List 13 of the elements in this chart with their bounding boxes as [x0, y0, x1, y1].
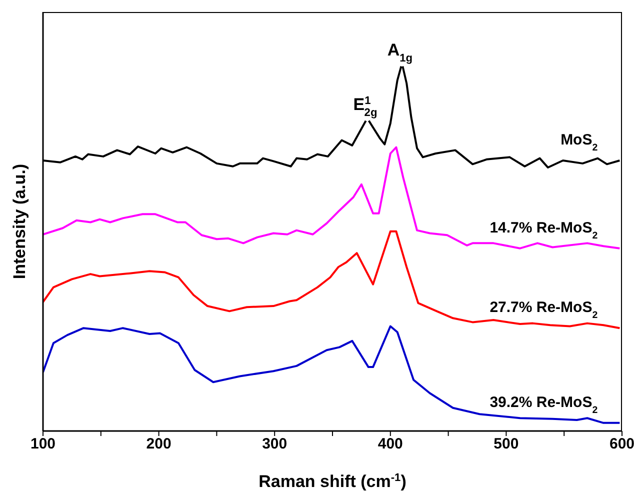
x-tick-label: 600	[609, 436, 634, 453]
series-label: 27.7% Re-MoS$_{2}$	[490, 299, 598, 321]
series-label: 14.7% Re-MoS$_{2}$	[490, 219, 598, 241]
x-tick-label: 200	[146, 436, 172, 453]
y-axis-title: Intensity (a.u.)	[10, 164, 29, 280]
x-tick-label: 500	[494, 436, 519, 453]
x-tick-label: 400	[378, 436, 403, 453]
x-tick-label: 300	[262, 436, 288, 453]
x-axis-title: Raman shift (cm$^{-1}$)	[258, 472, 406, 491]
annotation: A$_{1g}$	[387, 40, 413, 64]
series-label: MoS$_{2}$	[560, 131, 598, 153]
series-label: 39.2% Re-MoS$_{2}$	[490, 394, 598, 416]
x-tick-label: 100	[30, 436, 56, 453]
